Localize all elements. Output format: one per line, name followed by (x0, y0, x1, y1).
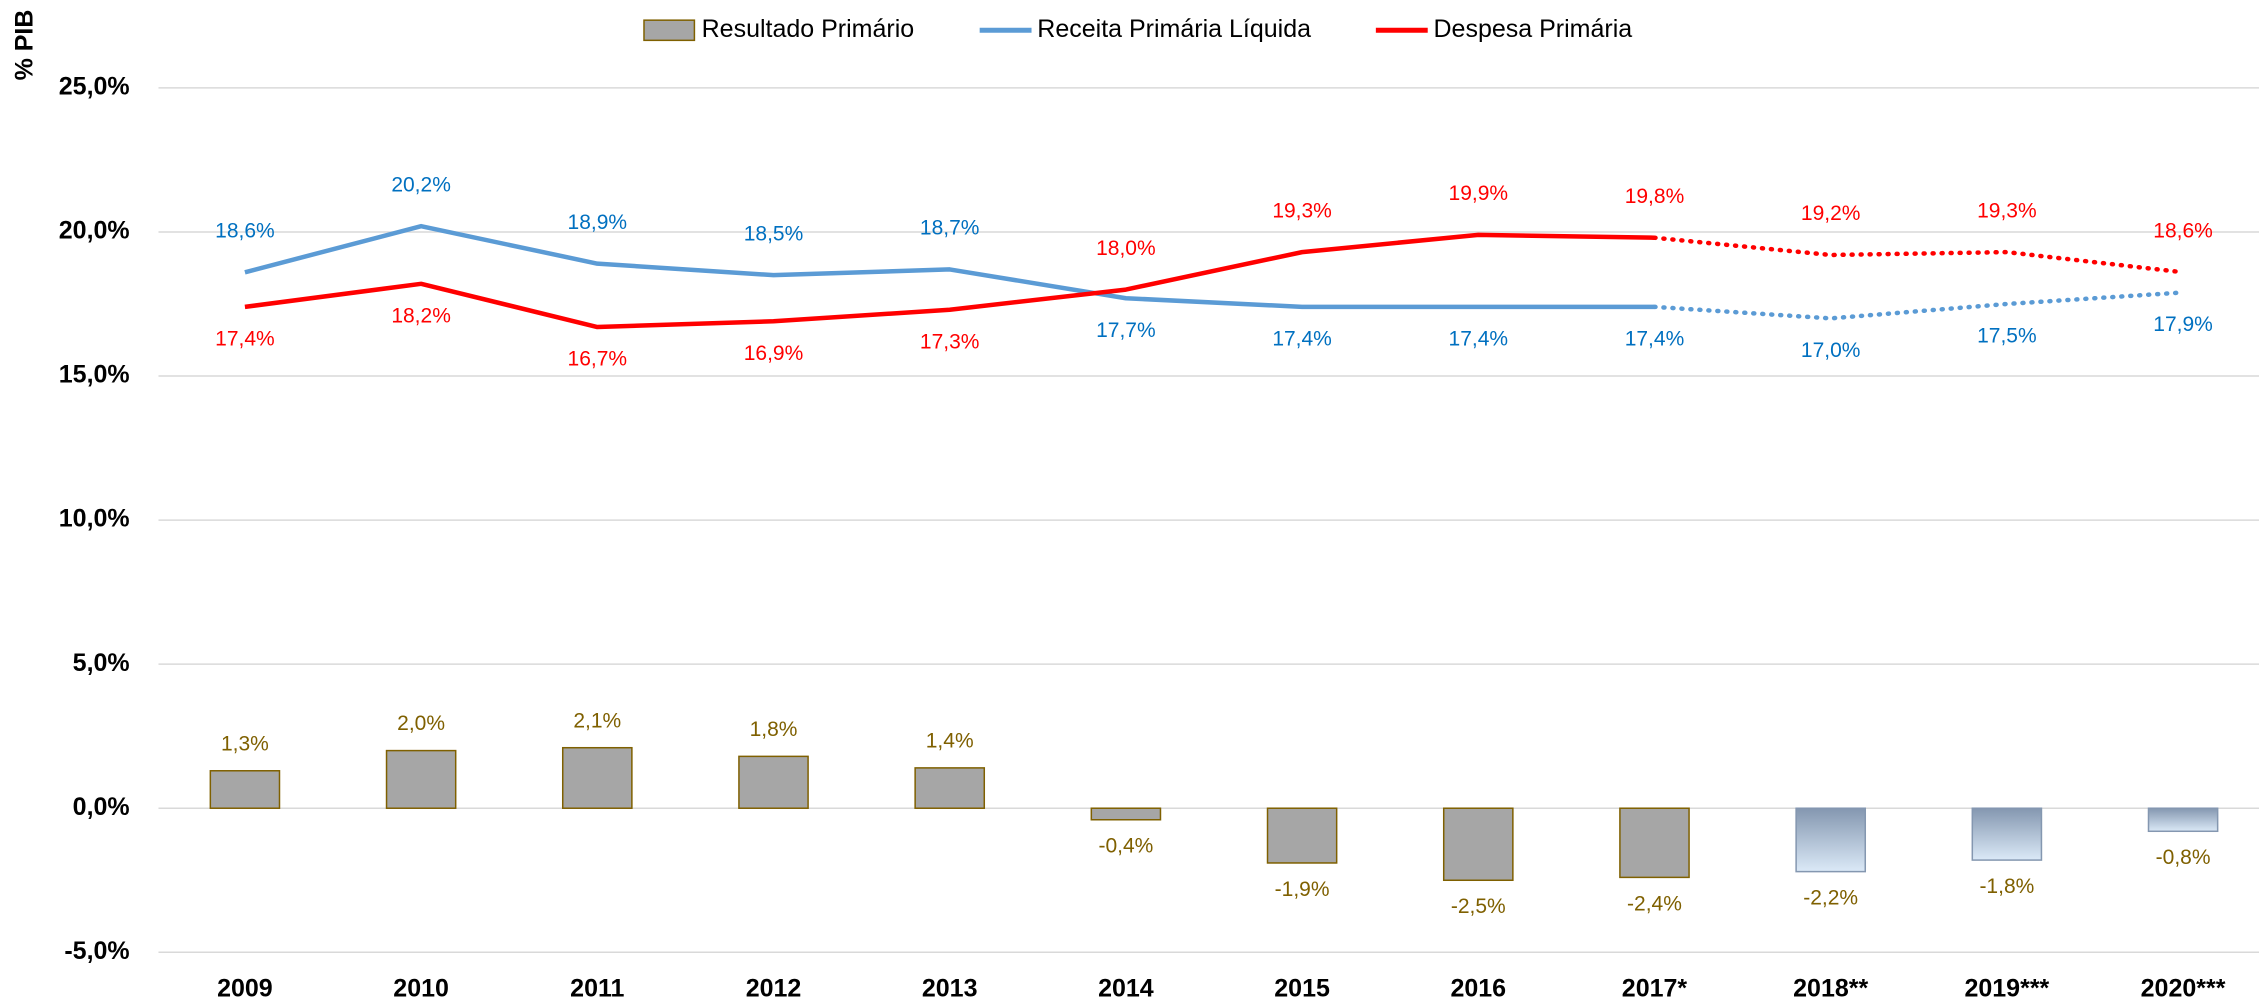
data-label: 17,7% (1096, 319, 1156, 342)
data-label: -0,4% (1098, 835, 1153, 858)
y-tick-label: 25,0% (59, 72, 130, 100)
line (244, 223, 1655, 310)
data-label: 17,4% (1449, 328, 1509, 351)
y-tick-label: 10,0% (59, 505, 130, 533)
data-label: 17,4% (1272, 328, 1332, 351)
bar (1795, 807, 1867, 873)
x-tick-label: 2013 (922, 974, 978, 1002)
bar (1619, 807, 1690, 879)
bar (2147, 807, 2219, 833)
data-label: 1,4% (926, 730, 974, 753)
projected-line (1652, 235, 2186, 275)
projected-line (1652, 290, 2186, 321)
data-label: 19,9% (1449, 182, 1509, 205)
legend-swatch (643, 19, 696, 42)
bar (209, 770, 281, 809)
data-label: 16,7% (568, 348, 628, 371)
data-label: 18,0% (1096, 237, 1156, 260)
bar (738, 755, 809, 809)
data-label: 1,8% (750, 718, 798, 741)
data-label: -2,2% (1803, 887, 1858, 910)
line (244, 232, 1655, 330)
data-label: 1,3% (221, 732, 269, 755)
y-axis-label: % PIB (11, 10, 39, 81)
x-tick-label: 2018** (1793, 974, 1868, 1002)
data-label: 2,1% (573, 709, 621, 732)
data-label: 18,2% (391, 304, 451, 327)
x-tick-label: 2009 (217, 974, 273, 1002)
data-label: 18,7% (920, 217, 980, 240)
data-label: 17,9% (2153, 313, 2213, 336)
legend-label: Receita Primária Líquida (1037, 15, 1311, 43)
y-tick-label: 15,0% (59, 361, 130, 389)
bar (1090, 807, 1162, 821)
y-tick-label: -5,0% (64, 937, 129, 965)
bar (914, 767, 986, 809)
x-tick-label: 2010 (393, 974, 449, 1002)
data-label: 19,3% (1977, 199, 2037, 222)
data-label: 17,5% (1977, 325, 2037, 348)
legend-label: Resultado Primário (702, 15, 915, 43)
bar (1266, 807, 1338, 864)
data-label: 2,0% (397, 712, 445, 735)
data-label: -1,9% (1275, 878, 1330, 901)
data-label: 18,5% (744, 222, 804, 245)
data-label: 16,9% (744, 342, 804, 365)
y-tick-label: 20,0% (59, 217, 130, 245)
data-label: 18,6% (2153, 219, 2213, 242)
x-tick-label: 2017* (1622, 974, 1688, 1002)
data-label: -2,4% (1627, 892, 1682, 915)
data-label: 17,4% (1625, 328, 1685, 351)
x-tick-label: 2011 (570, 974, 624, 1002)
data-label: 18,9% (568, 211, 628, 234)
data-label: 19,3% (1272, 199, 1332, 222)
data-label: 20,2% (391, 173, 451, 196)
data-label: 17,0% (1801, 339, 1861, 362)
bar (1442, 807, 1514, 882)
x-tick-label: 2014 (1098, 974, 1154, 1002)
x-tick-label: 2012 (746, 974, 802, 1002)
bar (385, 749, 457, 809)
data-label: 17,4% (215, 328, 275, 351)
x-tick-label: 2020*** (2141, 974, 2226, 1002)
data-label: 18,6% (215, 219, 275, 242)
x-tick-label: 2016 (1450, 974, 1506, 1002)
bar (561, 746, 633, 809)
bar (1971, 807, 2043, 861)
legend-label: Despesa Primária (1433, 15, 1632, 43)
x-tick-label: 2015 (1274, 974, 1330, 1002)
y-tick-label: 0,0% (73, 793, 130, 821)
data-label: 19,8% (1625, 185, 1685, 208)
data-label: -1,8% (1979, 875, 2034, 898)
x-tick-label: 2019*** (1964, 974, 2049, 1002)
y-tick-label: 5,0% (73, 649, 130, 677)
data-label: -0,8% (2156, 846, 2211, 869)
data-label: 19,2% (1801, 202, 1861, 225)
data-label: -2,5% (1451, 895, 1506, 918)
data-label: 17,3% (920, 330, 980, 353)
